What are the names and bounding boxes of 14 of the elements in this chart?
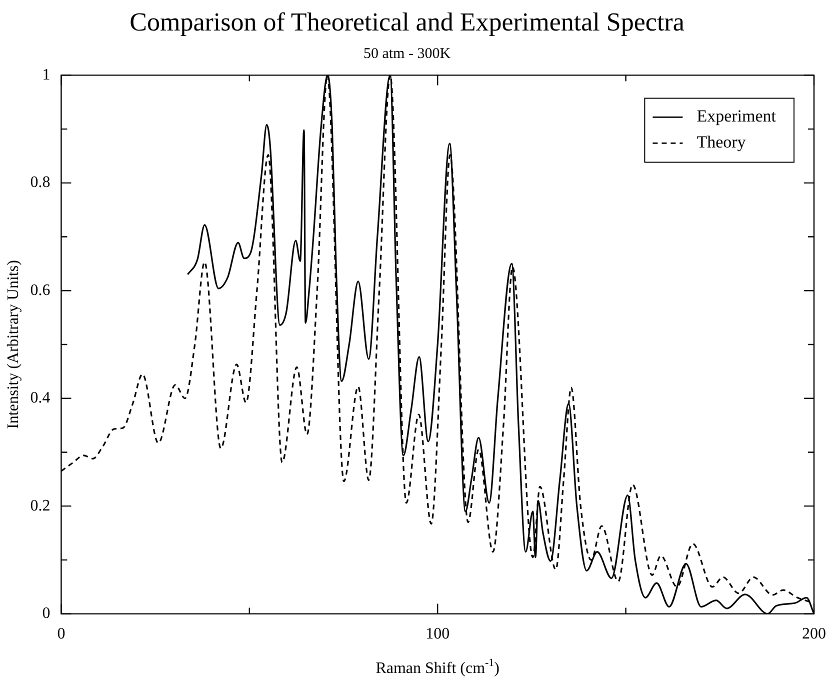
x-tick-label: 0 (57, 626, 66, 643)
legend-label: Theory (696, 132, 746, 152)
chart-title: Comparison of Theoretical and Experimental Spectra (130, 7, 685, 36)
y-tick-label: 0.2 (30, 497, 50, 514)
y-tick-label: 0 (42, 605, 50, 622)
chart-subtitle: 50 atm - 300K (363, 46, 451, 62)
legend-label: Experiment (696, 106, 776, 126)
y-tick-label: 0.6 (30, 282, 50, 299)
y-axis-title: Intensity (Arbitrary Units) (4, 260, 22, 429)
y-tick-label: 0.8 (30, 174, 50, 192)
x-tick-label: 200 (802, 626, 826, 643)
y-tick-label: 0.4 (30, 390, 50, 407)
y-tick-label: 1 (42, 66, 50, 84)
x-tick-label: 100 (426, 626, 450, 643)
